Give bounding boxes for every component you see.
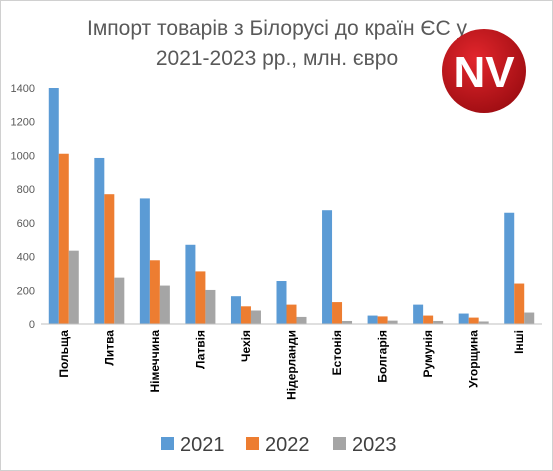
y-tick-label: 600: [17, 218, 35, 230]
bar-2022-1: [58, 153, 69, 324]
y-tick-label: 200: [17, 285, 35, 297]
x-tick-label: Нідерланди: [285, 330, 299, 400]
legend: 2021 2022 2023: [161, 434, 397, 456]
bar-2022-2: [104, 194, 115, 324]
y-tick-label: 800: [17, 184, 35, 196]
bar-2021-7: [322, 210, 333, 324]
legend-label-2021: 2021: [180, 434, 225, 456]
bar-2023-10: [478, 321, 489, 324]
y-axis: 0 200 400 600 800 1000 1200 1400: [11, 83, 35, 331]
bar-2023-2: [114, 277, 125, 324]
bar-2021-2: [94, 157, 105, 324]
y-tick-label: 1200: [11, 117, 35, 129]
x-tick-label: Румунія: [421, 330, 435, 378]
bar-2022-6: [286, 304, 297, 324]
nv-logo: NV: [442, 29, 526, 113]
x-tick-label: Чехія: [239, 330, 253, 362]
bar-2021-1: [48, 88, 59, 324]
y-tick-label: 0: [29, 319, 35, 331]
bar-2023-6: [296, 316, 307, 324]
bar-2022-8: [377, 316, 388, 324]
y-tick-label: 1000: [11, 150, 35, 162]
logo-circle: [442, 29, 526, 113]
bars: [48, 88, 535, 324]
bar-2022-11: [514, 283, 525, 324]
x-tick-label: Болгарія: [376, 330, 390, 383]
bar-2021-4: [185, 244, 196, 324]
bar-2021-3: [139, 198, 150, 324]
logo-text: NV: [453, 48, 515, 97]
legend-swatch-2023: [333, 437, 346, 450]
bar-2022-4: [195, 271, 206, 324]
bar-2022-5: [240, 306, 251, 324]
bar-2023-3: [159, 285, 170, 324]
bar-2022-9: [423, 315, 434, 324]
bar-2023-7: [342, 320, 353, 324]
bar-2021-10: [458, 313, 469, 324]
bar-2023-8: [387, 320, 398, 324]
chart-title-line-2: 2021-2023 рр., млн. євро: [156, 47, 398, 70]
bar-2023-5: [250, 310, 261, 324]
x-axis: Польща Литва Німеччина Латвія Чехія Нідерланд…: [57, 330, 526, 400]
bar-2022-7: [332, 302, 343, 324]
bar-2023-4: [205, 289, 216, 324]
legend-swatch-2022: [246, 437, 259, 450]
x-tick-label: Естонія: [330, 330, 344, 375]
bar-2021-6: [276, 281, 287, 324]
bar-2021-5: [230, 296, 241, 324]
x-tick-label: Польща: [57, 330, 71, 378]
y-tick-label: 400: [17, 252, 35, 264]
y-tick-label: 1400: [11, 83, 35, 95]
bar-2021-8: [367, 315, 378, 324]
x-tick-label: Інші: [512, 330, 526, 354]
bar-2022-3: [149, 260, 160, 324]
bar-2023-9: [433, 320, 444, 324]
bar-2022-10: [468, 317, 479, 324]
x-tick-label: Литва: [102, 330, 116, 366]
legend-label-2023: 2023: [352, 434, 397, 456]
bar-2021-11: [504, 212, 515, 324]
x-tick-label: Угорщина: [467, 330, 481, 388]
chart-title-line-1: Імпорт товарів з Білорусі до країн ЄС у: [87, 17, 467, 40]
chart-title: Імпорт товарів з Білорусі до країн ЄС у …: [87, 17, 467, 70]
bar-2023-11: [524, 312, 535, 324]
x-tick-label: Латвія: [193, 330, 207, 369]
bar-2021-9: [413, 304, 424, 324]
x-tick-label: Німеччина: [148, 330, 162, 393]
legend-label-2022: 2022: [265, 434, 310, 456]
bar-2023-1: [68, 250, 79, 324]
legend-swatch-2021: [161, 437, 174, 450]
